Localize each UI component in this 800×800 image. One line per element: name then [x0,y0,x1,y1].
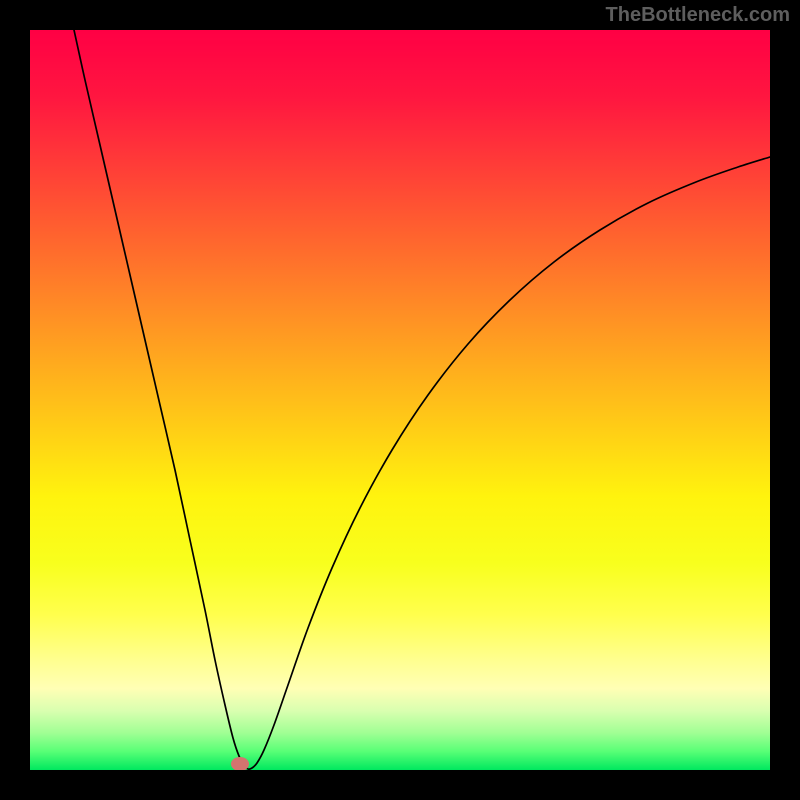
watermark-text: TheBottleneck.com [606,4,790,27]
chart-frame: TheBottleneck.com [0,0,800,800]
bottleneck-curve [30,30,770,770]
optimal-point-marker [231,757,249,770]
plot-area [30,30,770,770]
